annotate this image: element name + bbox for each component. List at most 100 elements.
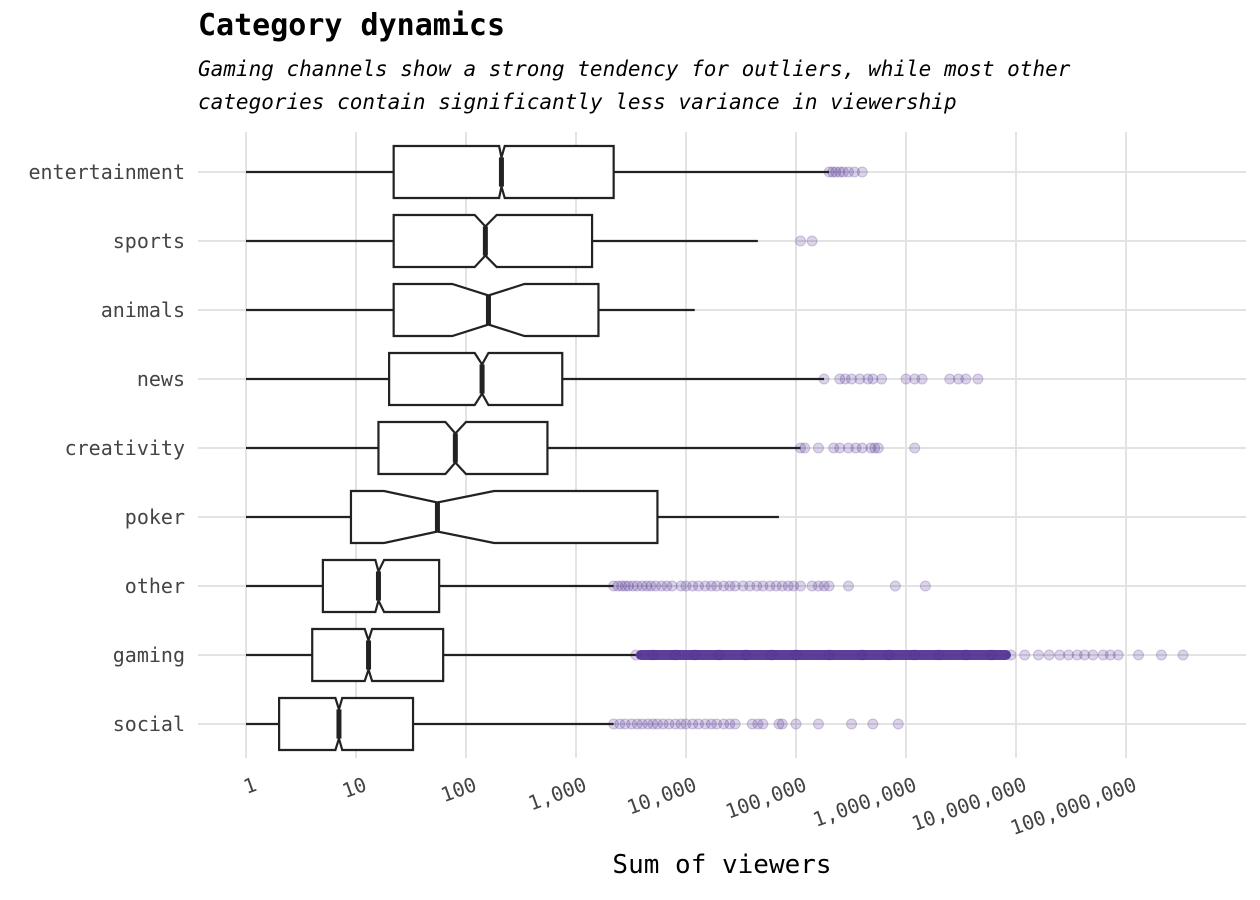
- outlier-point: [872, 442, 884, 454]
- outlier-point: [812, 442, 824, 454]
- outlier-point: [675, 580, 687, 592]
- x-tick-label: 1,000: [525, 772, 590, 815]
- box-news: [246, 351, 825, 407]
- outlier-point: [724, 718, 736, 730]
- outlier-point: [631, 718, 643, 730]
- outlier-point: [693, 718, 705, 730]
- outlier-point: [656, 580, 668, 592]
- outlier-point: [842, 442, 854, 454]
- outlier-point: [1087, 649, 1099, 661]
- box-body: [349, 489, 659, 545]
- outlier-point: [687, 580, 699, 592]
- outlier-point: [806, 580, 818, 592]
- box-sports: [246, 213, 758, 269]
- outlier-point: [1097, 649, 1109, 661]
- outlier-point: [834, 373, 846, 385]
- outlier-point: [619, 580, 631, 592]
- box-gaming: [246, 627, 636, 683]
- outlier-point: [865, 442, 877, 454]
- outlier-point: [972, 373, 984, 385]
- outlier-point: [1079, 649, 1091, 661]
- outlier-point: [757, 580, 769, 592]
- outlier-point: [960, 373, 972, 385]
- y-tick-label: sports: [113, 229, 185, 253]
- outlier-point: [812, 718, 824, 730]
- outlier-point: [1177, 649, 1189, 661]
- outlier-point: [642, 718, 654, 730]
- outlier-point: [1071, 649, 1083, 661]
- outlier-point: [693, 580, 705, 592]
- y-tick-label: news: [137, 367, 185, 391]
- outlier-point: [823, 580, 835, 592]
- outlier-point: [645, 580, 657, 592]
- outlier-point: [846, 373, 858, 385]
- outlier-point: [782, 580, 794, 592]
- outlier-point: [622, 580, 634, 592]
- outlier-point: [711, 580, 723, 592]
- y-tick-label: other: [125, 574, 185, 598]
- outlier-point: [788, 580, 800, 592]
- x-tick-label: 10,000: [624, 772, 700, 819]
- box-body: [377, 420, 549, 476]
- outlier-point: [854, 373, 866, 385]
- x-axis-title: Sum of viewers: [612, 850, 831, 880]
- outlier-point: [675, 718, 687, 730]
- box-other: [246, 558, 614, 614]
- outlier-point: [705, 580, 717, 592]
- y-tick-label: entertainment: [28, 160, 185, 184]
- outlier-point: [1112, 649, 1124, 661]
- outlier-point: [1133, 649, 1145, 661]
- outlier-point: [626, 718, 638, 730]
- box-body: [388, 351, 564, 407]
- y-tick-label: poker: [125, 505, 185, 529]
- outlier-point: [846, 718, 858, 730]
- chart-title: Category dynamics: [198, 8, 506, 43]
- outlier-point: [867, 718, 879, 730]
- outlier-point: [746, 718, 758, 730]
- outlier-point: [850, 442, 862, 454]
- outlier-point: [848, 166, 860, 178]
- outlier-point: [1054, 649, 1066, 661]
- outlier-point: [869, 442, 881, 454]
- x-tick-label: 10: [339, 772, 370, 803]
- outlier-point: [651, 718, 663, 730]
- outlier-point: [1104, 649, 1116, 661]
- outlier-point: [790, 718, 802, 730]
- outlier-point: [1019, 649, 1031, 661]
- outlier-point: [830, 166, 842, 178]
- outlier-point: [1032, 649, 1044, 661]
- outlier-point: [663, 718, 675, 730]
- box-poker: [246, 489, 779, 545]
- outlier-point: [1043, 649, 1055, 661]
- outlier-point: [614, 718, 626, 730]
- box-body: [392, 282, 600, 338]
- outlier-point: [867, 373, 879, 385]
- outlier-point: [795, 235, 807, 247]
- outlier-point: [909, 373, 921, 385]
- outlier-point: [1155, 649, 1167, 661]
- outlier-point: [666, 580, 678, 592]
- outlier-point: [627, 580, 639, 592]
- outlier-point: [812, 580, 824, 592]
- outlier-point: [828, 442, 840, 454]
- outlier-point: [770, 580, 782, 592]
- box-body: [321, 558, 441, 614]
- outlier-point: [944, 373, 956, 385]
- outlier-point: [680, 718, 692, 730]
- outlier-point: [729, 580, 741, 592]
- outlier-point: [669, 718, 681, 730]
- x-tick-label: 1,000,000: [810, 772, 920, 832]
- box-body: [311, 627, 445, 683]
- outlier-layer: [608, 166, 1189, 730]
- outlier-point: [699, 580, 711, 592]
- outlier-point: [856, 166, 868, 178]
- outlier-point: [795, 580, 807, 592]
- outlier-point: [729, 718, 741, 730]
- outlier-point: [839, 373, 851, 385]
- x-tick-label: 100,000,000: [1007, 772, 1140, 840]
- outlier-point: [842, 580, 854, 592]
- box-body: [392, 213, 594, 269]
- outlier-point: [909, 442, 921, 454]
- outlier-point: [799, 442, 811, 454]
